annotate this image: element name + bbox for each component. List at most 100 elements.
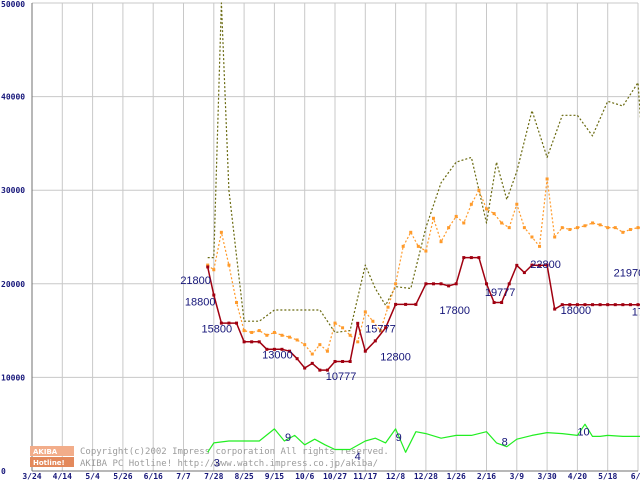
data-label: 13000	[262, 350, 293, 362]
series-point-min-price	[583, 303, 587, 307]
series-line-shop-count	[207, 423, 640, 453]
series-point-min-price	[227, 321, 231, 325]
series-line-max-price	[207, 2, 640, 334]
series-point-min-price	[575, 303, 579, 307]
series-point-min-price	[318, 368, 322, 372]
series-point-avg-price	[219, 230, 223, 234]
series-point-avg-price	[363, 310, 367, 314]
series-point-avg-price	[272, 330, 276, 334]
series-point-avg-price	[636, 226, 640, 230]
series-point-min-price	[636, 303, 640, 307]
series-point-min-price	[363, 349, 367, 353]
x-tick-label: 6/16	[144, 472, 163, 480]
series-point-avg-price	[265, 333, 269, 337]
series-point-avg-price	[416, 244, 420, 248]
series-point-min-price	[492, 301, 496, 305]
series-point-avg-price	[303, 343, 307, 347]
x-tick-label: 4/14	[53, 472, 72, 480]
x-tick-label: 3/30	[537, 472, 556, 480]
series-point-min-price	[538, 263, 542, 267]
series-point-avg-price	[424, 249, 428, 253]
series-point-min-price	[348, 359, 352, 363]
series-point-min-price	[522, 271, 526, 275]
series-point-min-price	[325, 368, 329, 372]
series-point-avg-price	[439, 240, 443, 244]
grid-lines	[31, 2, 639, 472]
series-point-min-price	[384, 326, 388, 330]
series-point-avg-price	[628, 228, 632, 232]
series-point-avg-price	[545, 177, 549, 181]
x-tick-label: 1/26	[447, 472, 466, 480]
x-tick-label: 10/27	[323, 472, 347, 480]
x-tick-label: 2/16	[477, 472, 496, 480]
series-point-avg-price	[341, 326, 345, 330]
series-point-avg-price	[606, 226, 610, 230]
series-point-min-price	[250, 340, 254, 344]
x-tick-label: 7/28	[204, 472, 223, 480]
data-label: 15800	[202, 323, 233, 335]
x-tick-label: 11/17	[353, 472, 377, 480]
data-labels: 21800 18800 15800 13000 10777 15777 12800 17800…	[180, 259, 640, 469]
series-point-min-price	[424, 282, 428, 286]
series-point-min-price	[477, 256, 481, 260]
series-point-min-price	[272, 347, 276, 351]
data-label: 8	[502, 437, 508, 449]
series-point-min-price	[515, 263, 519, 267]
x-tick-label: 12/28	[414, 472, 438, 480]
series-point-avg-price	[507, 226, 511, 230]
series-point-avg-price	[310, 352, 314, 356]
series-point-avg-price	[485, 207, 488, 211]
x-tick-label: 9/15	[265, 472, 284, 480]
data-label: 4	[355, 451, 361, 463]
data-label: 19777	[485, 287, 516, 299]
data-label: 3	[214, 457, 220, 469]
series-point-min-price	[219, 321, 223, 325]
series-point-min-price	[500, 301, 504, 305]
data-label: 17800	[439, 305, 470, 317]
series-point-avg-price	[591, 221, 595, 225]
data-label: 12800	[380, 352, 411, 364]
x-tick-label: 5/18	[598, 472, 617, 480]
copyright-text: Copyright(c)2002 Impress corporation All…	[80, 447, 389, 457]
x-tick-label: 3/9	[510, 472, 525, 480]
series-point-avg-price	[454, 214, 458, 218]
x-tick-label: 5/4	[85, 472, 100, 480]
series-point-avg-price	[575, 226, 579, 230]
series-point-min-price	[341, 359, 345, 363]
x-tick-label: 6/8	[631, 472, 640, 480]
series-point-min-price	[333, 359, 337, 363]
series-point-min-price	[431, 282, 435, 286]
series-point-min-price	[242, 340, 246, 344]
series-point-avg-price	[431, 216, 435, 220]
data-label: 10	[577, 426, 589, 438]
data-label: 21800	[180, 275, 211, 287]
series-point-avg-price	[295, 338, 299, 342]
data-label: 9	[396, 432, 402, 444]
series-point-avg-price	[371, 319, 375, 323]
series-point-min-price	[530, 263, 534, 267]
series-point-avg-price	[530, 235, 534, 239]
y-tick-label: 10000	[1, 373, 25, 382]
series-point-min-price	[613, 303, 617, 307]
series-point-min-price	[553, 307, 557, 311]
series-point-avg-price	[583, 224, 587, 228]
series-point-min-price	[206, 265, 210, 269]
series-point-avg-price	[447, 226, 451, 230]
copyright-watermark: AKIBA Hotline! Copyright(c)2002 Impress …	[30, 446, 389, 469]
data-label: 10777	[326, 371, 357, 383]
x-tick-label: 7/7	[176, 472, 191, 480]
data-label: 18000	[561, 305, 592, 317]
series-point-avg-price	[515, 202, 519, 206]
series-point-min-price	[404, 302, 408, 306]
series-point-avg-price	[386, 305, 390, 309]
series-point-avg-price	[568, 228, 572, 232]
series-point-min-price	[439, 282, 443, 286]
series-point-avg-price	[522, 226, 526, 230]
series-point-min-price	[280, 347, 284, 351]
series-point-min-price	[606, 303, 610, 307]
axes	[31, 3, 638, 472]
data-label: 22800	[530, 259, 561, 271]
series-point-avg-price	[598, 223, 602, 227]
data-label: 15777	[365, 323, 396, 335]
